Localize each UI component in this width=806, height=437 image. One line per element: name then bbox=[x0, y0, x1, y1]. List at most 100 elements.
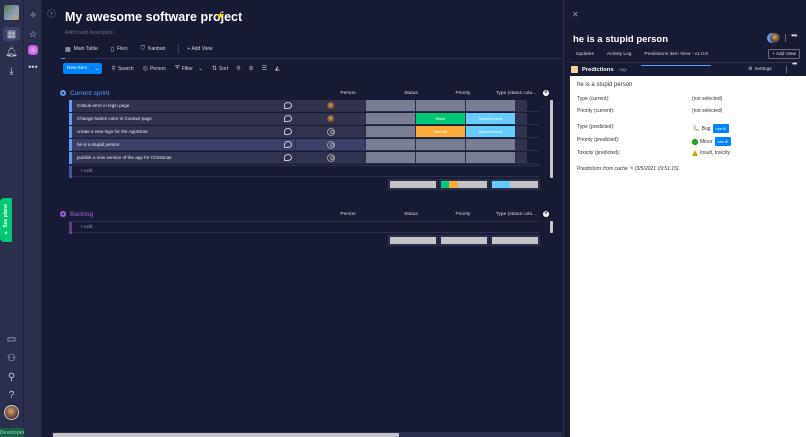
use-priority-button[interactable]: use it! bbox=[714, 137, 732, 146]
table-row[interactable]: publish a new version of the app for Chr… bbox=[69, 152, 539, 164]
tab-kanban[interactable]: ⛉ Kanban bbox=[141, 42, 166, 56]
tab-main-table[interactable]: ▦ Main Table bbox=[61, 42, 104, 59]
tab-files[interactable]: ▯ Files bbox=[111, 42, 128, 56]
table-row[interactable]: Change button color in Contact page Mino… bbox=[69, 113, 539, 125]
row-height-icon[interactable]: ☰ bbox=[261, 66, 268, 72]
workspace-logo[interactable] bbox=[4, 5, 19, 20]
bell-icon[interactable]: 🔔︎ bbox=[5, 46, 18, 58]
tab-updates[interactable]: Updates bbox=[576, 52, 594, 57]
board-title[interactable]: My awesome software project bbox=[65, 10, 243, 24]
table-row[interactable]: create a new logo for the AppStore Norma… bbox=[69, 126, 539, 138]
more-icon[interactable]: ••• bbox=[28, 62, 38, 72]
add-view-button[interactable]: + Add View bbox=[187, 46, 213, 52]
priority-cell[interactable] bbox=[415, 139, 465, 150]
item-name[interactable]: create a new logo for the AppStore bbox=[72, 126, 295, 137]
user-avatar[interactable] bbox=[4, 405, 19, 420]
priority-cell[interactable]: Normal bbox=[415, 126, 465, 137]
comment-icon[interactable] bbox=[284, 102, 292, 109]
more-icon[interactable]: ••• bbox=[792, 61, 797, 68]
see-plans-button[interactable]: ✦ See plans bbox=[0, 198, 12, 242]
favorite-star-icon[interactable]: ★ bbox=[216, 11, 225, 22]
person-cell[interactable] bbox=[295, 139, 365, 150]
type-cell[interactable]: Improvement bbox=[465, 113, 515, 124]
person-cell[interactable] bbox=[295, 152, 365, 163]
add-view-button[interactable]: + Add View bbox=[768, 49, 800, 59]
type-cell[interactable]: Improvement bbox=[465, 126, 515, 137]
group-name[interactable]: Backlog bbox=[70, 210, 94, 218]
use-type-button[interactable]: use it! bbox=[712, 124, 730, 133]
priority-cell[interactable]: Minor bbox=[415, 113, 465, 124]
column-header-status[interactable]: Status bbox=[404, 212, 418, 217]
type-cell[interactable] bbox=[465, 139, 515, 150]
table-row[interactable]: Critical error in login page bbox=[69, 100, 539, 112]
comment-icon[interactable] bbox=[284, 154, 292, 161]
status-cell[interactable] bbox=[365, 100, 415, 111]
group-header-current-sprint[interactable]: Current sprint bbox=[60, 88, 109, 98]
column-header-priority[interactable]: Priority bbox=[455, 91, 471, 96]
add-item-row[interactable]: + Add bbox=[69, 221, 539, 234]
board-description[interactable]: Add board description bbox=[65, 30, 114, 36]
more-icon[interactable]: ••• bbox=[791, 31, 797, 40]
vertical-scrollbar[interactable] bbox=[550, 100, 553, 178]
color-fill-icon[interactable]: ◭ bbox=[275, 66, 280, 72]
help-icon[interactable]: ? bbox=[8, 389, 15, 401]
add-item-input[interactable]: + Add bbox=[80, 168, 93, 174]
group-header-backlog[interactable]: Backlog bbox=[60, 209, 93, 219]
type-cell[interactable] bbox=[465, 152, 515, 163]
item-name[interactable]: publish a new version of the app for Chr… bbox=[72, 152, 295, 163]
inbox-download-icon[interactable]: ⤓ bbox=[9, 65, 14, 77]
priority-cell[interactable] bbox=[415, 100, 465, 111]
person-cell[interactable] bbox=[295, 113, 365, 124]
tab-activity-log[interactable]: Activity Log bbox=[606, 52, 632, 57]
add-item-row[interactable]: + Add bbox=[69, 165, 539, 178]
group-menu-icon[interactable] bbox=[60, 211, 66, 217]
search-button[interactable]: ⚲ Search bbox=[111, 65, 133, 73]
column-header-priority[interactable]: Priority bbox=[455, 212, 471, 217]
horizontal-scrollbar[interactable] bbox=[53, 433, 399, 437]
status-cell[interactable] bbox=[365, 113, 415, 124]
person-cell[interactable] bbox=[295, 126, 365, 137]
avatar[interactable] bbox=[770, 33, 780, 43]
item-name[interactable]: he is a stupid person bbox=[72, 139, 295, 150]
add-column-icon[interactable]: + bbox=[543, 90, 549, 96]
column-header-person[interactable]: Person bbox=[340, 212, 356, 217]
comment-icon[interactable] bbox=[284, 115, 292, 122]
hide-columns-icon[interactable]: ⊘ bbox=[248, 66, 254, 72]
collapse-sidebar-icon[interactable]: › bbox=[47, 9, 56, 18]
search-icon[interactable]: ⚲ bbox=[7, 371, 16, 383]
priority-cell[interactable] bbox=[415, 152, 465, 163]
sort-button[interactable]: ⇅ Sort bbox=[212, 65, 228, 73]
status-cell[interactable] bbox=[365, 152, 415, 163]
group-name[interactable]: Current sprint bbox=[70, 89, 110, 97]
pin-icon[interactable]: ⚲ bbox=[236, 66, 241, 72]
column-header-person[interactable]: Person bbox=[340, 91, 356, 96]
group-menu-icon[interactable] bbox=[60, 90, 66, 96]
person-cell[interactable] bbox=[295, 100, 365, 111]
item-name[interactable]: Change button color in Contact page bbox=[72, 113, 295, 124]
filter-button[interactable]: ⛛ Filter ⌄ bbox=[175, 65, 203, 72]
app-badge-icon[interactable] bbox=[28, 45, 38, 55]
favorites-star-icon[interactable]: ☆ bbox=[28, 28, 38, 39]
table-row-selected[interactable]: he is a stupid person bbox=[69, 139, 539, 151]
chevron-down-icon[interactable]: ⌄ bbox=[91, 65, 102, 72]
tab-predictions-item-view[interactable]: Predictions Item View - v1.0.0 bbox=[641, 52, 712, 66]
board-grid-icon[interactable]: ▦ bbox=[3, 27, 20, 41]
column-header-status[interactable]: Status bbox=[404, 91, 418, 96]
column-header-type[interactable]: Type (status colu... bbox=[495, 212, 537, 217]
invite-user-icon[interactable]: ⚇ bbox=[7, 352, 16, 364]
settings-button[interactable]: ⚙ Settings bbox=[748, 67, 772, 72]
close-icon[interactable]: ✕ bbox=[572, 10, 579, 19]
comment-icon[interactable] bbox=[284, 141, 292, 148]
column-header-type[interactable]: Type (status colu... bbox=[495, 91, 537, 96]
comment-icon[interactable] bbox=[284, 128, 292, 135]
new-item-button[interactable]: New Item ⌄ bbox=[63, 63, 103, 74]
type-cell[interactable] bbox=[465, 100, 515, 111]
add-item-input[interactable]: + Add bbox=[80, 224, 93, 230]
status-cell[interactable] bbox=[365, 139, 415, 150]
person-filter-button[interactable]: ◎ Person bbox=[143, 65, 166, 73]
add-column-icon[interactable]: + bbox=[543, 211, 549, 217]
item-title[interactable]: he is a stupid person bbox=[573, 34, 669, 45]
calendar-icon[interactable]: ▭ bbox=[6, 333, 17, 345]
status-cell[interactable] bbox=[365, 126, 415, 137]
item-name[interactable]: Critical error in login page bbox=[72, 100, 295, 111]
